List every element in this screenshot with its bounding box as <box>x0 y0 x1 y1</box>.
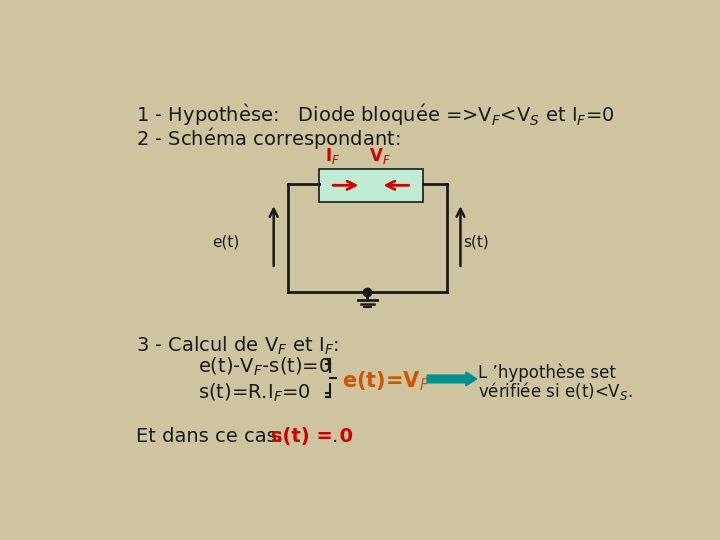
Text: e(t): e(t) <box>212 234 239 249</box>
Text: L ’hypothèse set: L ’hypothèse set <box>477 363 616 382</box>
Text: Et dans ce cas:: Et dans ce cas: <box>137 427 290 446</box>
Text: s(t): s(t) <box>463 234 489 249</box>
Text: e(t)-V$_F$-s(t)=0: e(t)-V$_F$-s(t)=0 <box>199 356 332 378</box>
FancyArrow shape <box>427 372 477 386</box>
Text: V$_F$: V$_F$ <box>369 146 391 166</box>
Text: s(t) = 0: s(t) = 0 <box>271 427 353 446</box>
Text: vérifiée si e(t)<V$_S$.: vérifiée si e(t)<V$_S$. <box>477 381 632 402</box>
Text: 2 - Sch$\acute{\rm e}$ma correspondant:: 2 - Sch$\acute{\rm e}$ma correspondant: <box>137 126 401 152</box>
Bar <box>319 168 423 202</box>
Text: .: . <box>332 427 338 446</box>
Text: I$_F$: I$_F$ <box>325 146 340 166</box>
Text: 1 - Hypoth$\grave{\rm e}$se:   Diode bloqu$\acute{\rm e}$e =>V$_F$<V$_S$ et I$_F: 1 - Hypoth$\grave{\rm e}$se: Diode bloqu… <box>137 102 615 127</box>
Text: s(t)=R.I$_F$=0: s(t)=R.I$_F$=0 <box>199 382 311 404</box>
Text: 3 - Calcul de V$_F$ et I$_F$:: 3 - Calcul de V$_F$ et I$_F$: <box>137 334 339 356</box>
Text: e(t)=V$_F$: e(t)=V$_F$ <box>342 369 430 393</box>
